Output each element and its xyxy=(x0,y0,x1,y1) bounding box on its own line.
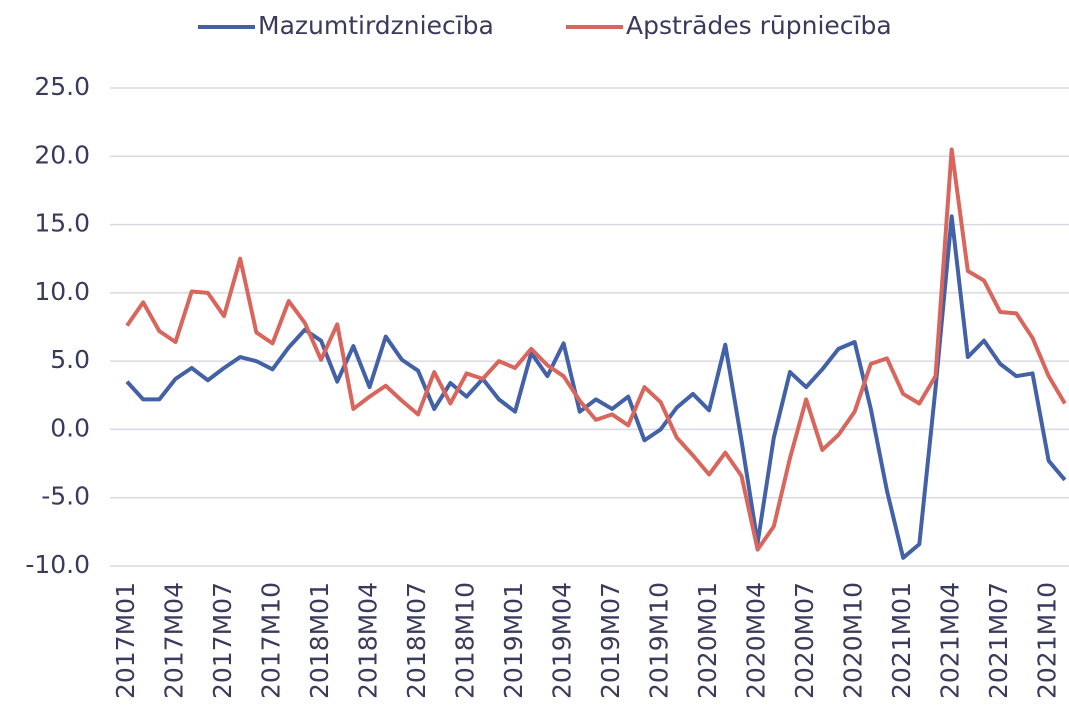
y-tick-label: -5.0 xyxy=(41,482,90,511)
x-tick-label: 2020M10 xyxy=(839,582,868,699)
x-tick-label: 2021M01 xyxy=(887,582,916,699)
y-tick-label: -10.0 xyxy=(25,550,90,579)
x-tick-label: 2017M01 xyxy=(111,582,140,699)
x-tick-label: 2017M04 xyxy=(160,582,189,699)
x-tick-label: 2018M07 xyxy=(402,582,431,699)
y-tick-label: 15.0 xyxy=(34,209,90,238)
x-tick-label: 2020M01 xyxy=(693,582,722,699)
series-line xyxy=(125,147,1067,552)
series-line xyxy=(125,214,1067,560)
y-tick-label: 10.0 xyxy=(34,277,90,306)
x-tick-label: 2019M07 xyxy=(596,582,625,699)
x-tick-label: 2018M10 xyxy=(451,582,480,699)
y-tick-label: 25.0 xyxy=(34,72,90,101)
x-tick-label: 2017M07 xyxy=(208,582,237,699)
x-tick-label: 2019M10 xyxy=(645,582,674,699)
x-tick-label: 2019M01 xyxy=(499,582,528,699)
legend-label: Mazumtirdzniecība xyxy=(258,11,494,40)
x-tick-label: 2021M10 xyxy=(1033,582,1062,699)
x-tick-label: 2019M04 xyxy=(548,582,577,699)
x-tick-label: 2020M07 xyxy=(790,582,819,699)
y-tick-label: 0.0 xyxy=(50,413,90,442)
x-tick-label: 2021M07 xyxy=(984,582,1013,699)
y-tick-label: 5.0 xyxy=(50,345,90,374)
x-tick-label: 2020M04 xyxy=(742,582,771,699)
x-tick-label: 2017M10 xyxy=(257,582,286,699)
x-tick-label: 2021M04 xyxy=(936,582,965,699)
x-tick-label: 2018M04 xyxy=(354,582,383,699)
x-tick-label: 2018M01 xyxy=(305,582,334,699)
y-tick-label: 20.0 xyxy=(34,140,90,169)
legend-label: Apstrādes rūpniecība xyxy=(626,11,892,40)
